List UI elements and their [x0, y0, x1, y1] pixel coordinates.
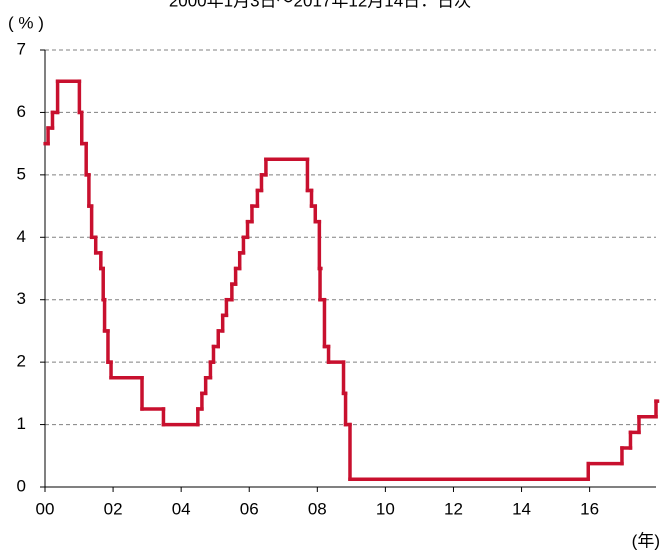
y-tick-label: 1 [17, 414, 26, 433]
x-tick-label: 04 [172, 499, 191, 518]
y-axis-label: ( % ) [8, 13, 44, 32]
x-tick-label: 12 [444, 499, 463, 518]
y-tick-label: 4 [17, 227, 26, 246]
x-tick-label: 02 [104, 499, 123, 518]
y-tick-label: 2 [17, 352, 26, 371]
y-tick-label: 0 [17, 476, 26, 495]
x-tick-label: 14 [512, 499, 531, 518]
x-tick-label: 08 [308, 499, 327, 518]
x-tick-label: 16 [580, 499, 599, 518]
y-tick-label: 5 [17, 164, 26, 183]
chart-title: 2000年1月3日～2017年12月14日：日次 [169, 0, 471, 10]
y-tick-label: 6 [17, 102, 26, 121]
y-tick-label: 7 [17, 39, 26, 58]
y-tick-label: 3 [17, 289, 26, 308]
x-tick-label: 06 [240, 499, 259, 518]
x-tick-label: 10 [376, 499, 395, 518]
x-tick-label: 00 [36, 499, 55, 518]
x-axis-label: (年) [632, 531, 660, 550]
